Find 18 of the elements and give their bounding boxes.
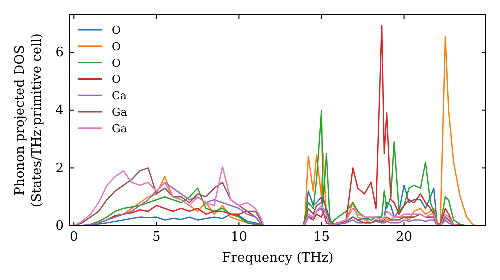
y-tick-label: 2 <box>56 161 64 176</box>
legend-label: O <box>112 56 122 70</box>
x-tick-label: 5 <box>152 230 161 246</box>
x-tick-label: 20 <box>396 230 413 246</box>
legend-label: O <box>112 73 122 86</box>
legend-label: Ca <box>112 90 128 103</box>
legend-label: O <box>112 24 122 37</box>
legend-label: Ga <box>112 106 128 119</box>
x-tick-label: 15 <box>313 230 330 246</box>
y-axis-title: Phonon projected DOS (States/THz·primitive cell) <box>13 33 45 208</box>
y-tick-label: 4 <box>56 104 64 119</box>
x-tick-label: 0 <box>70 230 78 246</box>
x-axis-title: Frequency (THz) <box>222 251 334 266</box>
legend-label: Ga <box>112 122 128 136</box>
x-tick-label: 10 <box>230 230 248 246</box>
y-tick-label: 6 <box>56 46 64 61</box>
legend-label: O <box>112 40 122 54</box>
y-tick-label: 0 <box>56 219 64 234</box>
